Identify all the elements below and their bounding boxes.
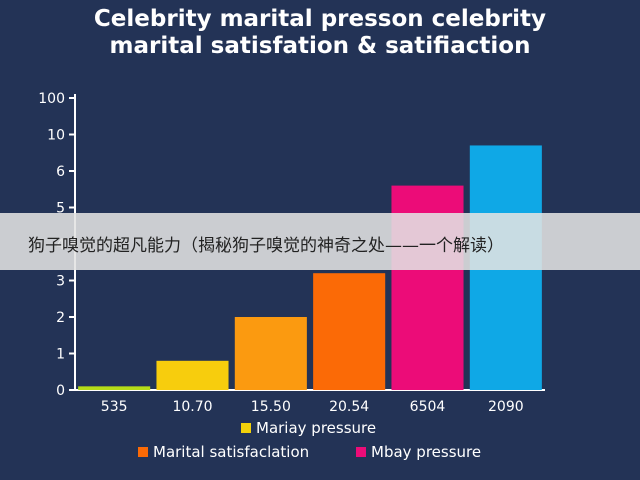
x-tick-label: 6504 [410,399,446,415]
y-tick-label: 3 [56,274,65,290]
x-tick-label: 20.54 [329,399,369,415]
chart-title-line-2: marital satisfation & satifiaction [109,33,531,59]
legend-swatch [356,447,366,457]
y-tick-label: 6 [56,164,65,180]
y-tick-label: 10 [47,128,65,144]
legend-swatch [241,423,251,433]
y-tick-label: 0 [56,383,65,399]
bar [313,273,386,390]
chart-title-line-1: Celebrity marital presson celebrity [93,6,547,32]
x-tick-label: 15.50 [251,399,291,415]
bar [234,317,307,390]
y-tick-label: 1 [56,347,65,363]
legend-label: Mariay pressure [256,419,376,437]
x-axis-ticks: 535 10.70 15.50 20.54 6504 2090 [101,399,524,415]
legend-label: Mbay pressure [371,443,481,461]
y-tick-label: 100 [38,91,65,107]
x-tick-label: 2090 [488,399,524,415]
bar [78,386,151,390]
chart-legend: Mariay pressure Marital satisfaclation Mba… [138,419,481,461]
chart-title: Celebrity marital presson celebrity mari… [0,6,640,60]
y-tick-label: 2 [56,310,65,326]
caption-banner: 狗子嗅觉的超凡能力（揭秘狗子嗅觉的神奇之处——一个解读） [0,213,640,270]
caption-banner-text: 狗子嗅觉的超凡能力（揭秘狗子嗅觉的神奇之处——一个解读） [28,236,504,256]
y-tick-label: 5 [56,201,65,217]
bar [156,360,229,390]
x-tick-label: 535 [101,399,128,415]
legend-label: Marital satisfaclation [153,443,309,461]
legend-swatch [138,447,148,457]
x-tick-label: 10.70 [172,399,212,415]
